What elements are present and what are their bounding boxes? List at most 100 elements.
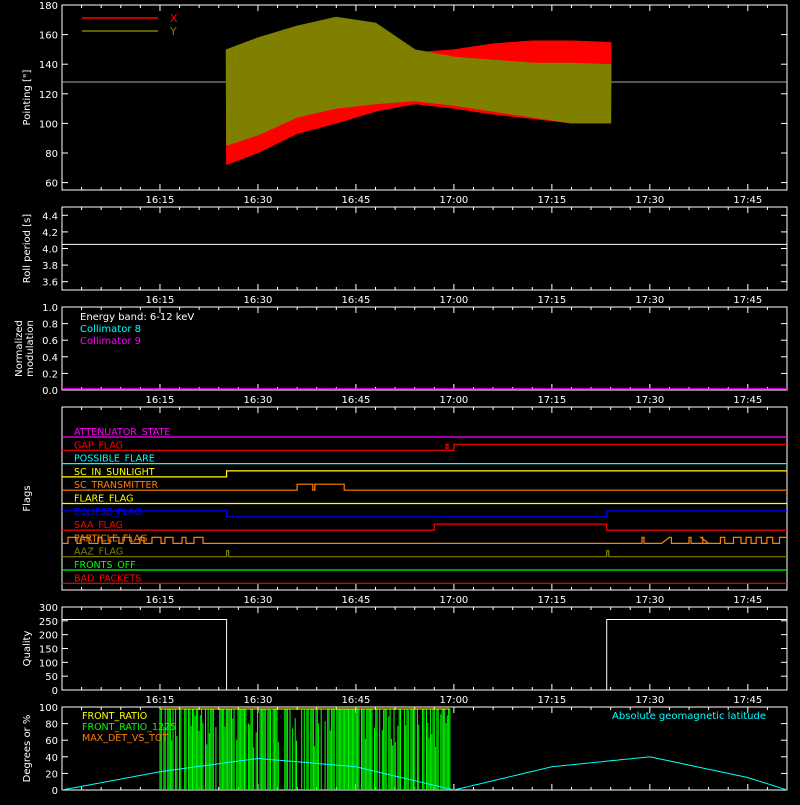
flag-label: BAD_PACKETS [74,573,141,584]
y-tick-label: 140 [39,60,58,71]
y-tick-label: 0.8 [42,320,58,331]
flag-label: ECLIPSE_FLAG [74,507,142,518]
y-axis-label: Quality [22,631,33,667]
y-tick-label: 300 [39,603,58,614]
panel-frame-flags [61,406,788,591]
x-tick-label: 16:45 [342,395,371,406]
y-tick-label: 100 [39,658,58,669]
y-axis-label: Normalized [14,320,25,377]
y-axis-label: Flags [22,485,33,511]
x-tick-label: 16:45 [342,295,371,306]
x-tick-label: 16:45 [342,695,371,706]
flag-trace [62,536,787,544]
flag-trace [62,510,787,518]
y-tick-label: 3.8 [42,261,58,272]
legend-label-x: X [170,12,178,25]
x-tick-label: 16:30 [244,595,273,606]
y-tick-label: 4.0 [42,245,58,256]
y-tick-label: 4.2 [42,228,58,239]
flag-trace [62,483,787,491]
y-tick-label: 150 [39,645,58,656]
y-tick-label: 100 [39,119,58,130]
x-tick-label: 17:15 [537,695,566,706]
flag-label: POSSIBLE_FLARE [74,454,155,465]
y-tick-label: 0 [52,686,58,697]
flag-label: ATTENUATOR_STATE [74,427,170,438]
y-tick-label: 0 [52,786,58,797]
x-tick-label: 17:00 [439,395,468,406]
flag-trace [62,550,787,558]
x-tick-label: 17:00 [439,695,468,706]
x-tick-label: 17:15 [537,195,566,206]
x-tick-label: 17:15 [537,295,566,306]
x-tick-label: 17:15 [537,395,566,406]
y-tick-label: 0.2 [42,369,58,380]
x-tick-label: 17:45 [733,395,762,406]
x-tick-label: 16:15 [146,295,175,306]
geomagnetic-latitude-line [61,756,788,791]
x-tick-label: 16:30 [244,195,273,206]
x-tick-label: 16:15 [146,595,175,606]
legend-label-y: Y [169,25,177,38]
flag-trace [62,443,787,451]
y-tick-label: 1.0 [42,303,58,314]
y-axis-label: Pointing ["] [22,69,33,125]
x-tick-label: 17:45 [733,595,762,606]
x-tick-label: 17:45 [733,295,762,306]
flag-label: GAP_FLAG [74,440,123,451]
x-tick-label: 17:30 [635,395,664,406]
panel-frame-modulation [61,306,788,391]
annotation-label: Absolute geomagnetic latitude [612,711,766,722]
x-tick-label: 16:15 [146,195,175,206]
y-tick-label: 4.4 [42,211,58,222]
flag-label: FLARE_FLAG [74,494,134,505]
x-tick-label: 17:30 [635,195,664,206]
x-tick-label: 16:30 [244,295,273,306]
legend-label-degrees: FRONT_RATIO [82,711,147,722]
y-axis-label: modulation [25,320,36,377]
y-axis-label: Degrees or % [22,715,33,783]
x-tick-label: 17:30 [635,695,664,706]
x-tick-label: 17:00 [439,295,468,306]
y-tick-label: 80 [45,720,58,731]
flag-label: PARTICLE_FLAG [74,533,147,544]
y-tick-label: 60 [45,736,58,747]
x-tick-label: 16:30 [244,695,273,706]
y-tick-label: 60 [45,179,58,190]
x-tick-label: 17:00 [439,195,468,206]
flag-label: AAZ_FLAG [74,547,123,558]
y-tick-label: 0.0 [42,386,58,397]
y-axis-label: Roll period [s] [22,214,33,283]
legend-label-degrees: MAX_DET_VS_TOT [82,733,168,744]
y-tick-label: 160 [39,31,58,42]
x-tick-label: 17:45 [733,195,762,206]
x-tick-label: 17:30 [635,295,664,306]
x-tick-label: 16:45 [342,195,371,206]
flag-label: FRONTS_OFF [74,560,136,571]
quality-line [62,619,787,691]
flag-trace [62,470,787,478]
flag-label: SC_TRANSMITTER [74,480,159,491]
flag-label: SC_IN_SUNLIGHT [74,467,155,478]
legend-label-modulation: Energy band: 6-12 keV [80,312,194,323]
legend-label-degrees: FRONT_RATIO_1225 [82,722,176,733]
legend-label-modulation: Collimator 9 [80,336,141,347]
x-tick-label: 17:30 [635,595,664,606]
flag-label: SAA_FLAG [74,520,123,531]
x-tick-label: 17:45 [733,695,762,706]
y-tick-label: 0.6 [42,336,58,347]
x-tick-label: 16:15 [146,395,175,406]
x-tick-label: 17:00 [439,595,468,606]
panel-frame-pointing [61,4,788,191]
y-tick-label: 0.4 [42,353,58,364]
x-tick-label: 16:45 [342,595,371,606]
y-tick-label: 20 [45,769,58,780]
y-tick-label: 3.6 [42,278,58,289]
panel-frame-degrees [61,706,788,791]
y-tick-label: 100 [39,703,58,714]
y-tick-label: 40 [45,753,58,764]
x-tick-label: 16:30 [244,395,273,406]
